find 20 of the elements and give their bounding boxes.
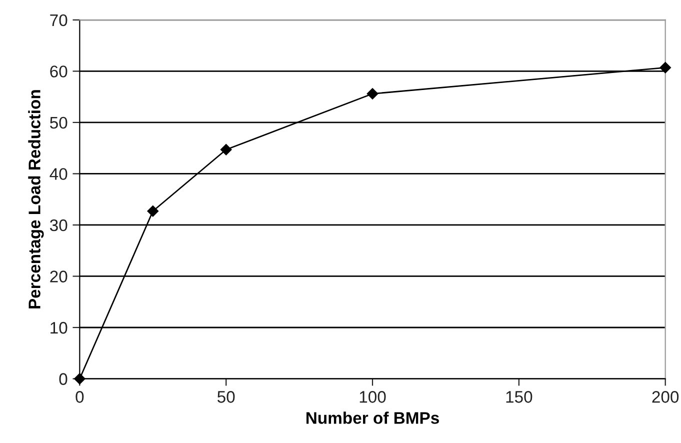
point <box>220 144 232 156</box>
y-tick-label: 0 <box>59 373 68 385</box>
point <box>74 373 86 384</box>
x-tick-label: 0 <box>76 391 84 403</box>
x-axis-title: Number of BMPs <box>306 412 439 424</box>
y-tick-label: 10 <box>50 322 68 334</box>
y-tick-label: 30 <box>50 219 68 232</box>
y-tick-label: 20 <box>50 270 68 282</box>
point <box>660 62 671 74</box>
y-axis-title: Percentage Load Reduction <box>28 90 44 308</box>
x-tick-label: 50 <box>217 391 235 403</box>
x-tick-label: 150 <box>506 391 532 403</box>
y-tick-label: 40 <box>50 168 68 180</box>
x-tick-label: 200 <box>652 391 679 403</box>
y-tick-label: 70 <box>50 14 68 26</box>
y-tick-label: 50 <box>50 116 68 129</box>
y-tick-label: 60 <box>50 66 68 78</box>
point <box>147 206 158 217</box>
x-tick-label: 100 <box>360 391 386 403</box>
point <box>366 88 378 100</box>
